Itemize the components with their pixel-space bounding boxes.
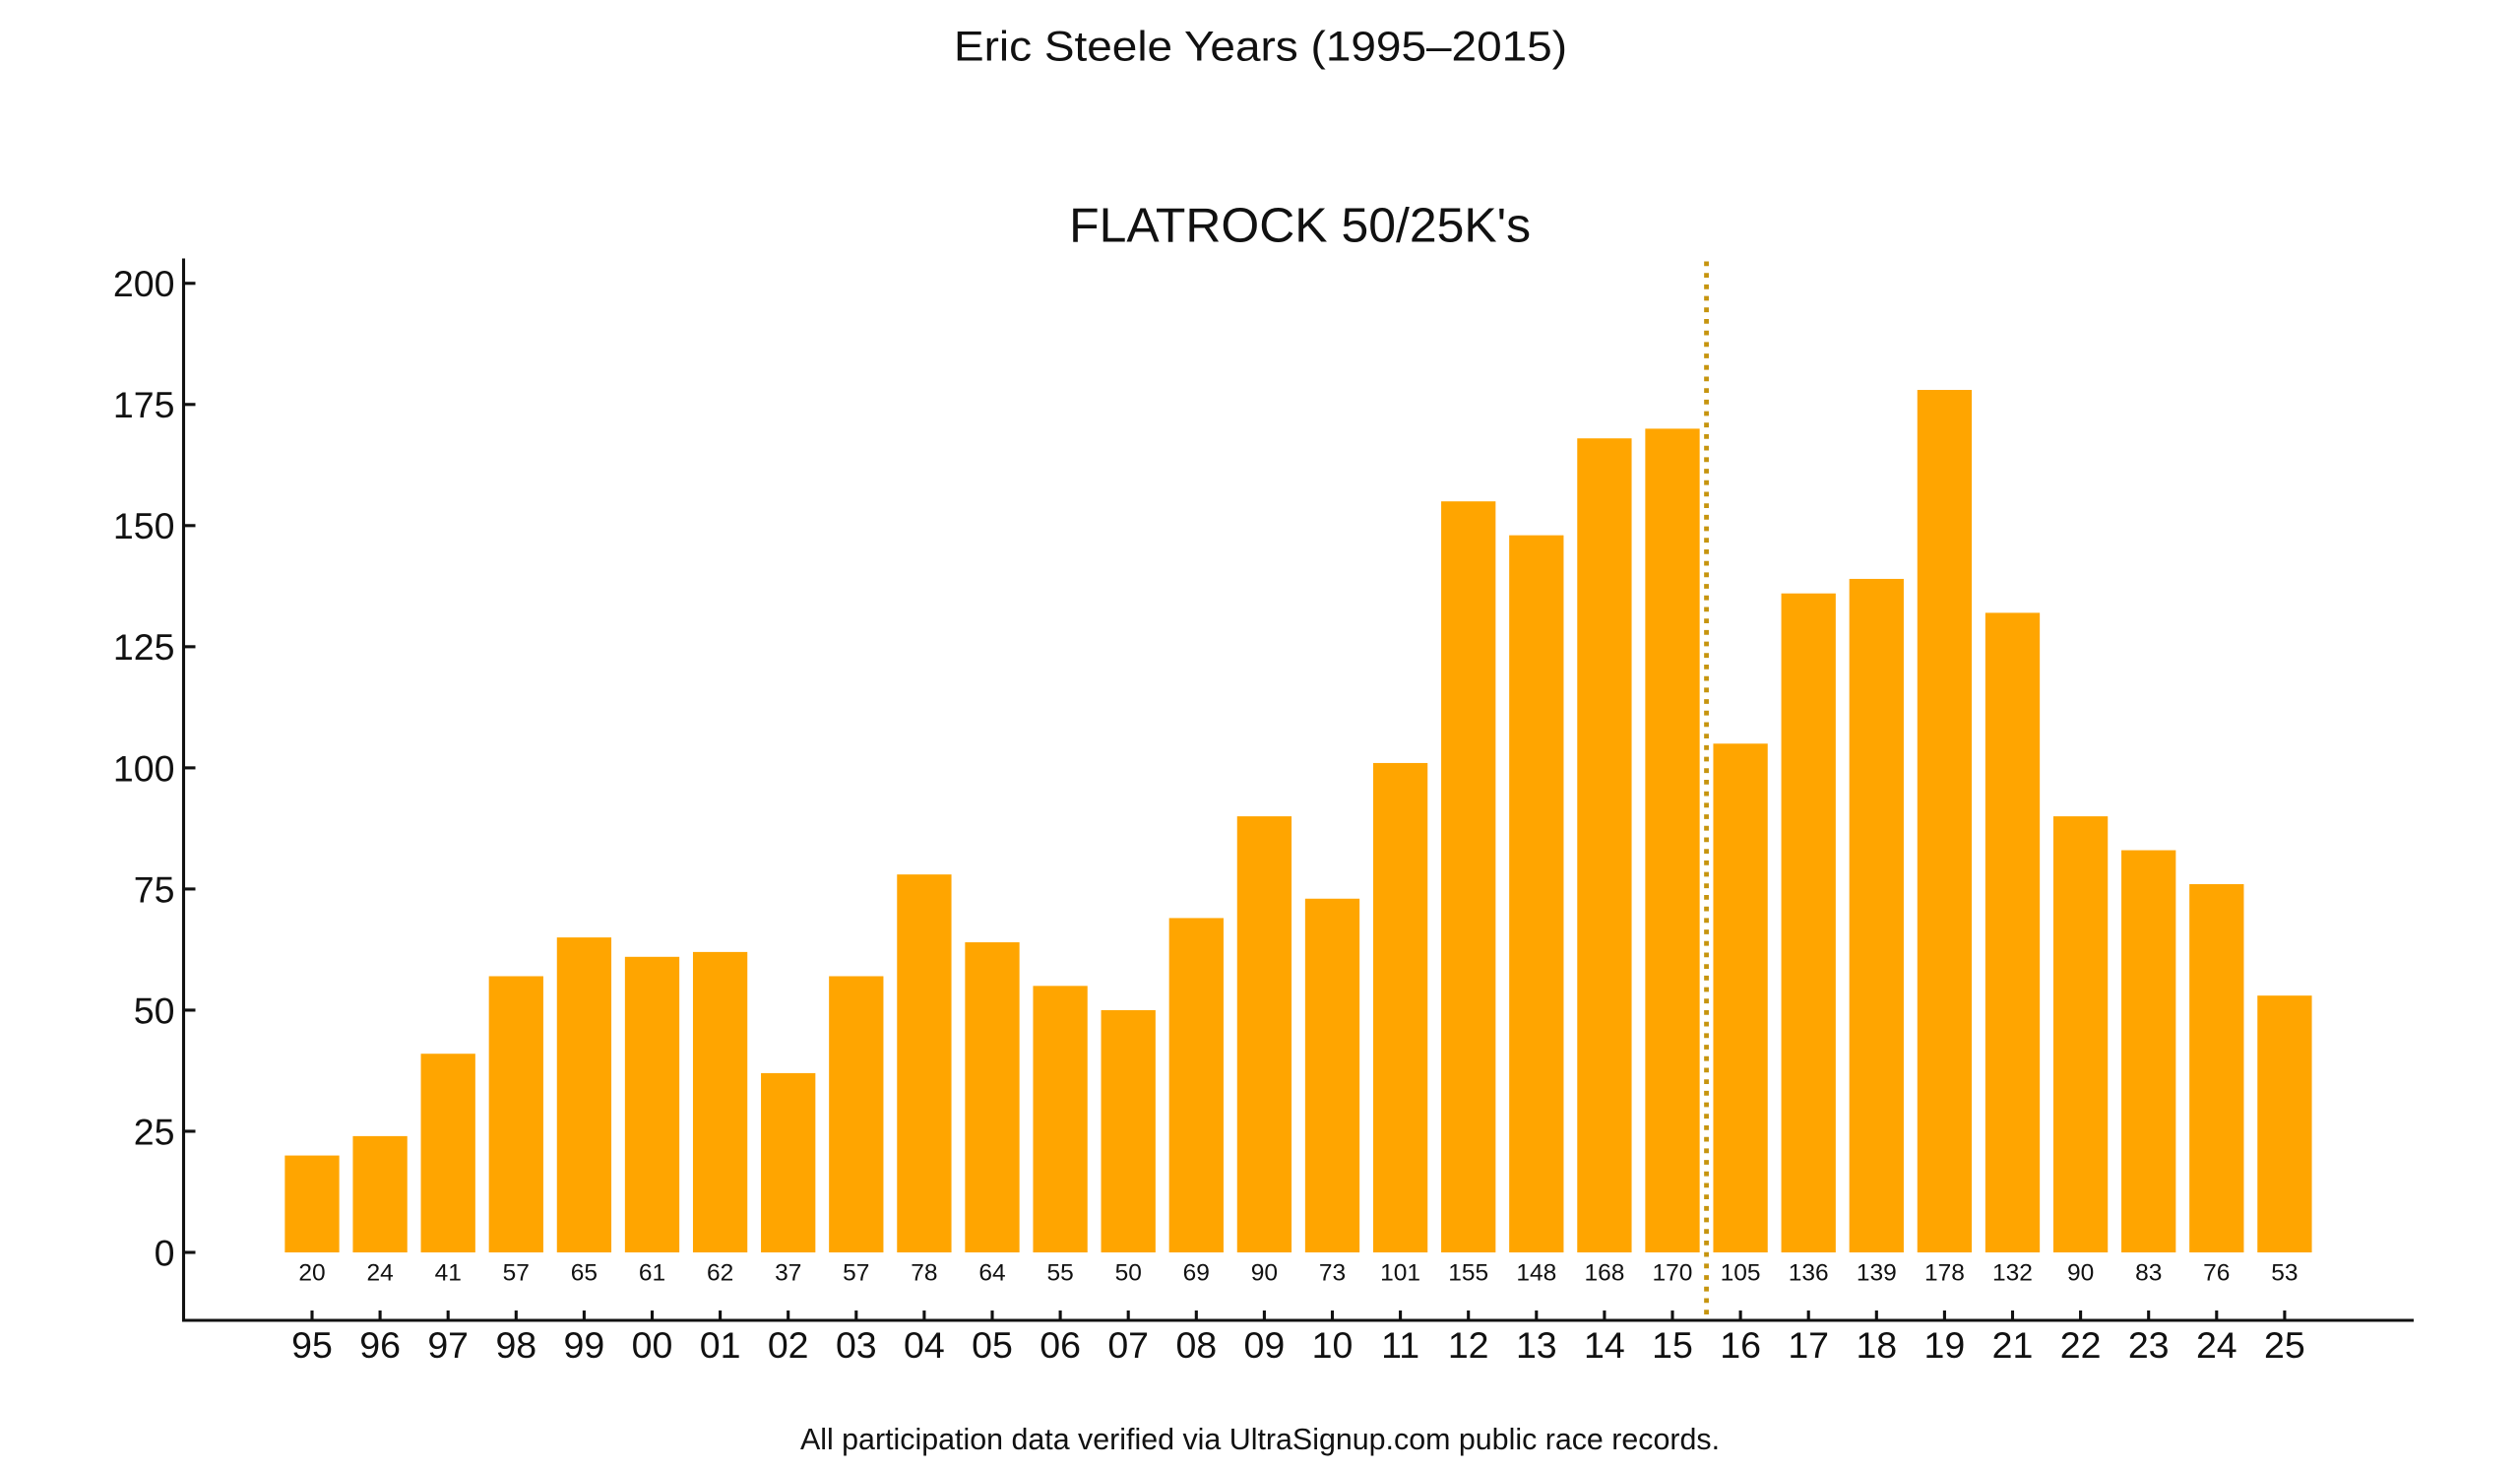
svg-text:16: 16 (1720, 1324, 1761, 1366)
svg-text:03: 03 (836, 1324, 877, 1366)
svg-text:21: 21 (1992, 1324, 2034, 1366)
svg-text:136: 136 (1789, 1259, 1829, 1286)
svg-text:12: 12 (1448, 1324, 1489, 1366)
svg-text:97: 97 (427, 1324, 469, 1366)
svg-text:14: 14 (1584, 1324, 1625, 1366)
svg-text:69: 69 (1183, 1259, 1210, 1286)
svg-text:10: 10 (1312, 1324, 1354, 1366)
svg-text:25: 25 (134, 1111, 175, 1152)
svg-text:95: 95 (291, 1324, 333, 1366)
svg-text:139: 139 (1857, 1259, 1897, 1286)
svg-text:64: 64 (978, 1259, 1005, 1286)
svg-text:155: 155 (1448, 1259, 1488, 1286)
svg-text:23: 23 (2128, 1324, 2170, 1366)
svg-text:05: 05 (972, 1324, 1013, 1366)
svg-text:22: 22 (2060, 1324, 2102, 1366)
svg-text:75: 75 (134, 868, 175, 910)
svg-text:41: 41 (435, 1259, 462, 1286)
svg-text:19: 19 (1924, 1324, 1966, 1366)
svg-text:0: 0 (155, 1232, 175, 1273)
svg-text:101: 101 (1380, 1259, 1420, 1286)
svg-text:90: 90 (1251, 1259, 1278, 1286)
svg-text:08: 08 (1175, 1324, 1217, 1366)
svg-text:Eric Steele Years (1995–2015): Eric Steele Years (1995–2015) (954, 24, 1567, 71)
svg-text:148: 148 (1516, 1259, 1556, 1286)
svg-text:175: 175 (113, 384, 175, 425)
svg-text:150: 150 (113, 505, 175, 546)
svg-text:62: 62 (707, 1259, 733, 1286)
svg-text:178: 178 (1924, 1259, 1965, 1286)
svg-text:FLATROCK 50/25K's: FLATROCK 50/25K's (1069, 199, 1531, 253)
svg-text:57: 57 (843, 1259, 869, 1286)
svg-text:01: 01 (700, 1324, 741, 1366)
svg-text:11: 11 (1381, 1324, 1419, 1366)
svg-text:25: 25 (2264, 1324, 2305, 1366)
svg-text:24: 24 (366, 1259, 393, 1286)
svg-text:All participation data verifie: All participation data verified via Ultr… (800, 1423, 1720, 1456)
svg-text:00: 00 (632, 1324, 673, 1366)
svg-text:76: 76 (2203, 1259, 2230, 1286)
svg-text:06: 06 (1040, 1324, 1081, 1366)
svg-text:170: 170 (1653, 1259, 1693, 1286)
svg-text:55: 55 (1046, 1259, 1073, 1286)
svg-text:105: 105 (1721, 1259, 1761, 1286)
svg-text:24: 24 (2196, 1324, 2237, 1366)
svg-text:50: 50 (134, 990, 175, 1031)
svg-text:61: 61 (639, 1259, 665, 1286)
svg-text:100: 100 (113, 747, 175, 789)
svg-text:04: 04 (904, 1324, 945, 1366)
svg-text:02: 02 (768, 1324, 809, 1366)
svg-text:13: 13 (1516, 1324, 1557, 1366)
svg-text:65: 65 (571, 1259, 598, 1286)
svg-text:132: 132 (1992, 1259, 2033, 1286)
svg-text:90: 90 (2067, 1259, 2094, 1286)
svg-text:17: 17 (1788, 1324, 1829, 1366)
svg-text:09: 09 (1244, 1324, 1286, 1366)
svg-text:200: 200 (113, 263, 175, 304)
svg-text:50: 50 (1115, 1259, 1142, 1286)
svg-text:98: 98 (495, 1324, 536, 1366)
svg-text:96: 96 (359, 1324, 401, 1366)
svg-text:168: 168 (1584, 1259, 1624, 1286)
svg-text:53: 53 (2271, 1259, 2298, 1286)
svg-text:20: 20 (298, 1259, 325, 1286)
svg-text:83: 83 (2135, 1259, 2162, 1286)
svg-text:18: 18 (1856, 1324, 1897, 1366)
svg-text:125: 125 (113, 626, 175, 668)
svg-text:78: 78 (911, 1259, 937, 1286)
svg-text:15: 15 (1652, 1324, 1693, 1366)
svg-text:37: 37 (775, 1259, 801, 1286)
svg-text:73: 73 (1319, 1259, 1346, 1286)
svg-text:99: 99 (564, 1324, 605, 1366)
svg-text:57: 57 (503, 1259, 530, 1286)
svg-text:07: 07 (1107, 1324, 1149, 1366)
